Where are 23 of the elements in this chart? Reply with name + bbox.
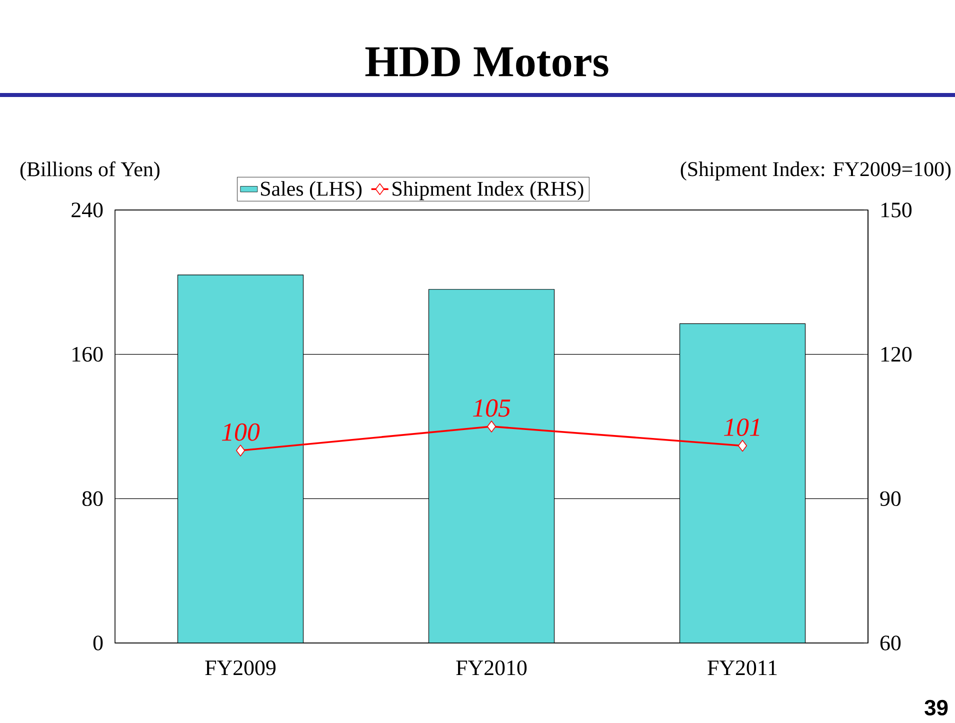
legend-label: Shipment Index (RHS) [392, 181, 584, 200]
y2-tick-label: 90 [880, 491, 901, 506]
point [236, 444, 246, 456]
legend-label: Sales (LHS) [261, 181, 362, 200]
data-label: 101 [724, 418, 760, 436]
text: 39 [924, 700, 948, 716]
y2-tick-label: 150 [881, 202, 912, 218]
y-tick-label: 0 [93, 636, 103, 650]
y2-axis-title: (Shipment Index: FY2009=100) [680, 162, 951, 180]
x-tick-label: FY2010 [456, 660, 527, 676]
point [487, 420, 496, 432]
data-label: 100 [222, 423, 260, 441]
x-tick-label: FY2009 [205, 660, 276, 676]
y-tick-label: 240 [72, 202, 103, 218]
y2-tick-label: 120 [881, 346, 912, 362]
y-tick-label: 80 [82, 491, 103, 506]
y2-tick-label: 60 [880, 636, 901, 650]
y-tick-label: 160 [72, 346, 103, 362]
data-label: 105 [473, 399, 510, 417]
x-tick-label: FY2011 [708, 660, 777, 676]
chart-title: HDD Motors [365, 47, 608, 77]
point [738, 440, 748, 452]
y-axis-title: (Billions of Yen) [20, 161, 160, 181]
